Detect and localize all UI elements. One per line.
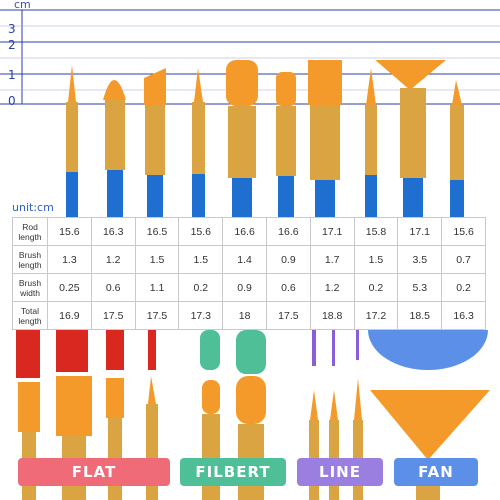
brush-10 bbox=[450, 80, 464, 220]
brush-9-fan bbox=[375, 60, 446, 220]
table-cell: 17.3 bbox=[178, 301, 224, 330]
banner-filbert-label: FILBERT bbox=[195, 463, 271, 481]
banner-flat-label: FLAT bbox=[71, 463, 117, 481]
brush-6 bbox=[276, 72, 296, 220]
brush-4 bbox=[192, 68, 205, 220]
table-cell: 1.5 bbox=[178, 245, 224, 274]
table-cell: 0.6 bbox=[90, 273, 136, 302]
banner-line: LINE bbox=[297, 458, 383, 486]
table-cell: 1.4 bbox=[222, 245, 267, 274]
banner-fan-label: FAN bbox=[418, 463, 454, 481]
table-cell: 1.2 bbox=[309, 273, 355, 302]
banner-filbert: FILBERT bbox=[180, 458, 286, 486]
table-cell: 15.6 bbox=[47, 217, 92, 246]
table-cell: 17.1 bbox=[397, 217, 443, 246]
brush-lineup bbox=[66, 60, 464, 220]
row-header: Rod length bbox=[12, 217, 48, 246]
table-cell: 16.6 bbox=[222, 217, 267, 246]
spec-table-grid: Rod length 15.6 16.3 16.5 15.6 16.6 16.6… bbox=[12, 217, 486, 330]
table-cell: 0.9 bbox=[222, 273, 267, 302]
brush-2 bbox=[103, 80, 126, 220]
table-cell: 1.5 bbox=[353, 245, 399, 274]
table-cell: 15.6 bbox=[178, 217, 224, 246]
ruler-tick-2: 2 bbox=[8, 38, 16, 52]
table-cell: 17.5 bbox=[90, 301, 136, 330]
flat-brushes bbox=[18, 376, 158, 500]
table-cell: 18.5 bbox=[397, 301, 443, 330]
table-cell: 3.5 bbox=[397, 245, 443, 274]
ruler-unit: cm bbox=[14, 0, 31, 11]
table-cell: 17.5 bbox=[265, 301, 311, 330]
brush-1 bbox=[66, 65, 78, 220]
red-paint-strokes bbox=[16, 330, 156, 378]
brush-3 bbox=[144, 68, 166, 220]
table-cell: 0.2 bbox=[178, 273, 224, 302]
table-row-brush-length: Brush length 1.3 1.2 1.5 1.5 1.4 0.9 1.7… bbox=[12, 245, 486, 274]
ruler-tick-0: 0 bbox=[8, 94, 16, 108]
table-cell: 18 bbox=[222, 301, 267, 330]
table-row-brush-width: Brush width 0.25 0.6 1.1 0.2 0.9 0.6 1.2… bbox=[12, 273, 486, 302]
banner-flat: FLAT bbox=[18, 458, 170, 486]
table-cell: 1.1 bbox=[134, 273, 180, 302]
table-cell: 17.1 bbox=[309, 217, 355, 246]
green-paint-strokes bbox=[200, 330, 266, 374]
table-cell: 15.6 bbox=[441, 217, 486, 246]
table-unit-label: unit:cm bbox=[12, 201, 54, 214]
table-cell: 16.5 bbox=[134, 217, 180, 246]
table-cell: 18.8 bbox=[309, 301, 355, 330]
purple-paint-strokes bbox=[312, 330, 359, 366]
table-cell: 17.2 bbox=[353, 301, 399, 330]
ruler-tick-1: 1 bbox=[8, 68, 16, 82]
table-cell: 16.3 bbox=[441, 301, 486, 330]
row-header: Total length bbox=[12, 301, 48, 330]
table-row-rod-length: Rod length 15.6 16.3 16.5 15.6 16.6 16.6… bbox=[12, 217, 486, 246]
brush-8 bbox=[365, 68, 377, 220]
table-cell: 5.3 bbox=[397, 273, 443, 302]
row-header: Brush length bbox=[12, 245, 48, 274]
row-header: Brush width bbox=[12, 273, 48, 302]
blue-paint-stroke bbox=[368, 330, 488, 370]
table-cell: 17.5 bbox=[134, 301, 180, 330]
table-cell: 16.9 bbox=[47, 301, 92, 330]
ruler-tick-3: 3 bbox=[8, 22, 16, 36]
table-cell: 0.6 bbox=[265, 273, 311, 302]
table-cell: 0.25 bbox=[47, 273, 92, 302]
table-row-total-length: Total length 16.9 17.5 17.5 17.3 18 17.5… bbox=[12, 301, 486, 330]
brush-5 bbox=[226, 60, 258, 220]
table-cell: 1.2 bbox=[90, 245, 136, 274]
banner-fan: FAN bbox=[394, 458, 478, 486]
table-cell: 16.3 bbox=[90, 217, 136, 246]
table-cell: 16.6 bbox=[265, 217, 311, 246]
table-cell: 1.7 bbox=[309, 245, 355, 274]
brush-7 bbox=[308, 60, 342, 220]
table-cell: 1.5 bbox=[134, 245, 180, 274]
table-cell: 1.3 bbox=[47, 245, 92, 274]
banner-line-label: LINE bbox=[319, 463, 361, 481]
table-cell: 0.7 bbox=[441, 245, 486, 274]
table-cell: 15.8 bbox=[353, 217, 399, 246]
table-cell: 0.2 bbox=[441, 273, 486, 302]
table-cell: 0.2 bbox=[353, 273, 399, 302]
spec-table: Rod length 15.6 16.3 16.5 15.6 16.6 16.6… bbox=[12, 217, 486, 331]
table-cell: 0.9 bbox=[265, 245, 311, 274]
